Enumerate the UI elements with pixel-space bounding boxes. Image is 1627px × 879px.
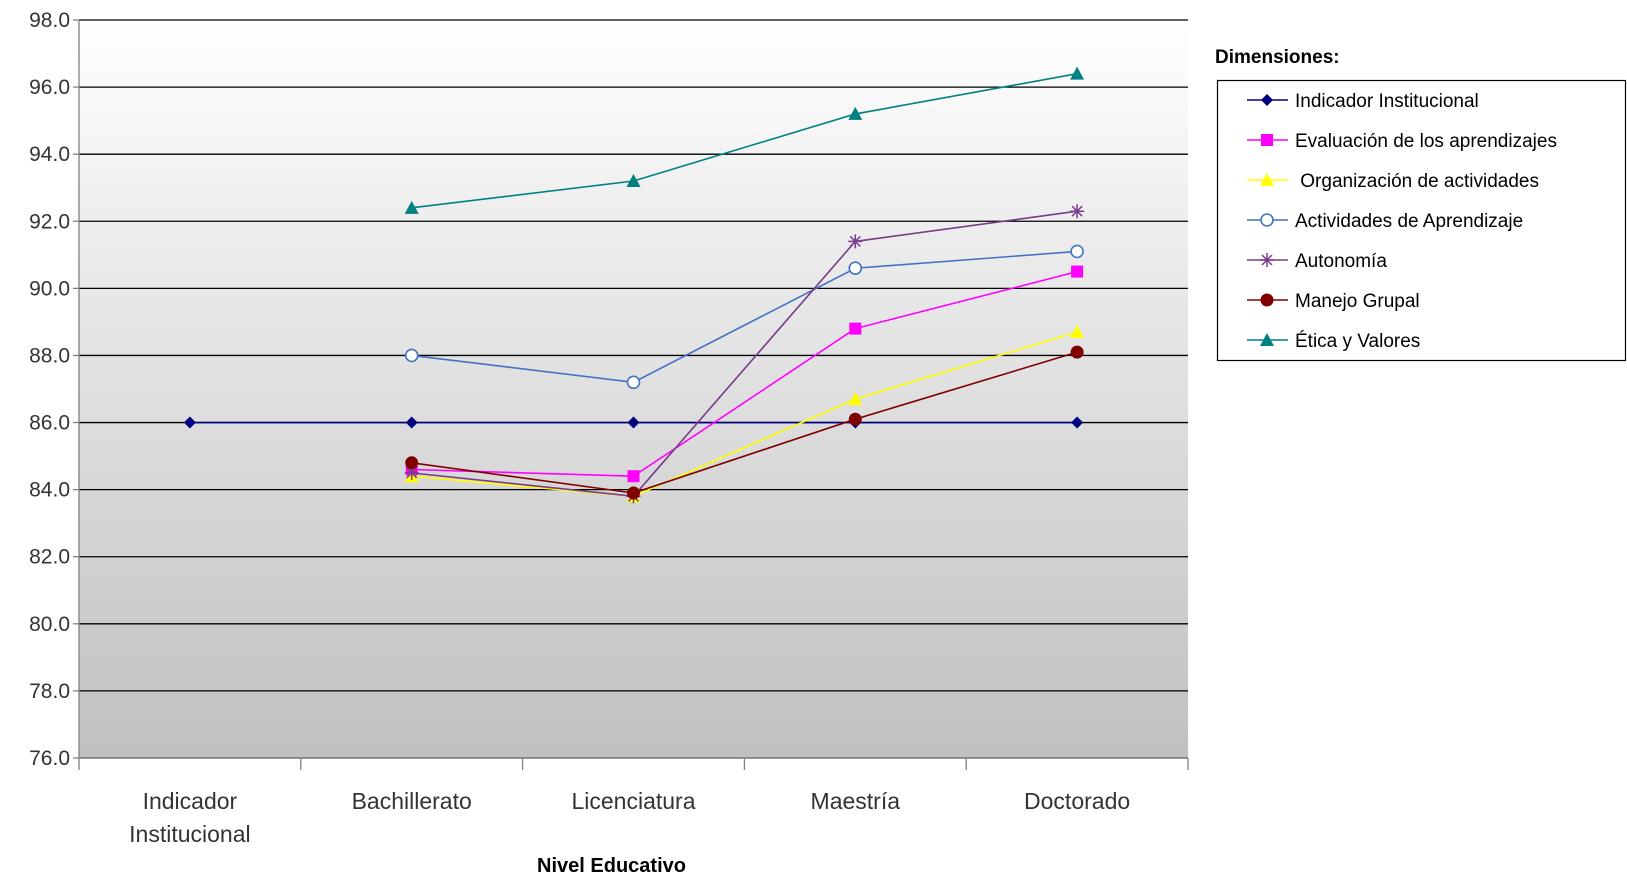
y-tick-label: 76.0 xyxy=(29,747,70,770)
data-point xyxy=(404,348,419,363)
data-point xyxy=(848,106,863,120)
y-tick-label: 92.0 xyxy=(29,210,70,233)
data-point xyxy=(848,392,863,406)
y-tick-label: 88.0 xyxy=(29,344,70,367)
data-point xyxy=(1070,66,1085,80)
data-point xyxy=(848,412,862,426)
series-3 xyxy=(404,324,1085,503)
legend-swatch-marker xyxy=(1261,134,1273,146)
x-tick-label: Maestría xyxy=(811,788,901,814)
x-tick-label: Doctorado xyxy=(1024,788,1130,814)
data-point xyxy=(1071,416,1084,429)
y-tick-label: 82.0 xyxy=(29,546,70,569)
legend-swatch-marker xyxy=(1260,333,1274,346)
data-point xyxy=(626,174,641,188)
y-tick-label: 90.0 xyxy=(29,277,70,300)
legend-item: Manejo Grupal xyxy=(1247,291,1420,312)
series-line xyxy=(411,250,1078,384)
y-tick-label: 98.0 xyxy=(29,9,70,32)
series-6 xyxy=(405,345,1084,500)
legend-swatch-marker xyxy=(1260,173,1274,186)
data-point xyxy=(1070,345,1084,359)
y-tick-label: 84.0 xyxy=(29,479,70,502)
legend-label: Ética y Valores xyxy=(1295,331,1420,352)
data-point xyxy=(627,416,640,429)
x-tick-label: Indicador Institucional xyxy=(129,788,250,847)
y-tick-label: 78.0 xyxy=(29,680,70,703)
legend-swatch-marker xyxy=(1260,253,1274,267)
legend-swatch-marker xyxy=(1260,293,1274,307)
data-point xyxy=(404,465,419,480)
data-point xyxy=(1070,204,1085,219)
legend-swatch-marker xyxy=(1260,213,1274,227)
data-point xyxy=(848,234,863,249)
legend-label: Actividades de Aprendizaje xyxy=(1295,211,1523,232)
data-point xyxy=(405,456,419,470)
legend-item: Evaluación de los aprendizajes xyxy=(1247,131,1557,152)
x-axis-label: Nivel Educativo xyxy=(537,855,686,877)
legend-label: Indicador Institucional xyxy=(1295,91,1479,112)
legend-item: Organización de actividades xyxy=(1247,171,1539,192)
data-point xyxy=(404,200,419,214)
data-point xyxy=(1071,265,1084,278)
legend-label: Manejo Grupal xyxy=(1295,291,1420,312)
series-line xyxy=(411,351,1078,494)
legend-item: Actividades de Aprendizaje xyxy=(1247,211,1523,232)
y-tick-label: 96.0 xyxy=(29,76,70,99)
series-4 xyxy=(404,244,1084,390)
data-point xyxy=(1070,324,1085,338)
data-point xyxy=(405,416,418,429)
data-point xyxy=(626,375,641,390)
series-line xyxy=(411,331,1078,498)
y-tick-label: 94.0 xyxy=(29,143,70,166)
data-point xyxy=(627,486,640,500)
y-tick-label: 86.0 xyxy=(29,412,70,435)
x-tick-label: Licenciatura xyxy=(571,788,695,814)
series-line xyxy=(411,210,1078,498)
legend-swatch-marker xyxy=(1261,94,1273,106)
data-point xyxy=(1070,244,1084,259)
legend-item: Indicador Institucional xyxy=(1247,91,1479,112)
series-7 xyxy=(404,66,1085,214)
legend-title: Dimensiones: xyxy=(1215,47,1340,68)
data-point xyxy=(627,470,640,483)
legend-label: Evaluación de los aprendizajes xyxy=(1295,131,1557,152)
data-point xyxy=(183,416,196,429)
series-line xyxy=(411,270,1078,478)
y-tick-label: 80.0 xyxy=(29,613,70,636)
x-tick-label: Bachillerato xyxy=(352,788,472,814)
legend-item: Autonomía xyxy=(1247,251,1387,272)
series-line xyxy=(411,72,1078,209)
data-point xyxy=(849,322,862,335)
data-point xyxy=(848,261,863,276)
legend-label: Autonomía xyxy=(1295,251,1387,272)
legend-label: Organización de actividades xyxy=(1295,171,1539,192)
legend-item: Ética y Valores xyxy=(1247,331,1420,352)
